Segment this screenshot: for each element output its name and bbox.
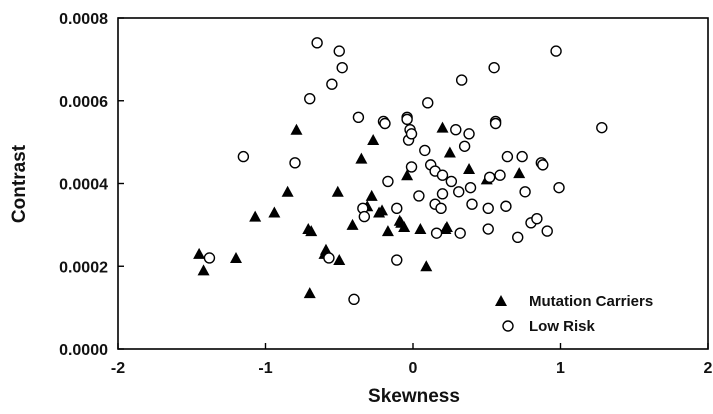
data-point-circle	[323, 252, 335, 264]
data-point-circle	[454, 227, 466, 239]
data-point-circle	[553, 181, 565, 194]
data-point-triangle	[303, 287, 316, 299]
data-point-circle	[430, 227, 443, 239]
data-point-circle	[336, 61, 348, 74]
y-tick-label: 0.0006	[59, 94, 108, 111]
data-point-triangle	[281, 185, 294, 197]
data-point-triangle	[376, 204, 389, 216]
x-tick-label: 0	[409, 360, 418, 377]
data-point-circle	[391, 202, 403, 215]
data-point-triangle	[346, 218, 359, 230]
data-point-triangle	[398, 220, 411, 232]
data-point-circle	[453, 186, 465, 198]
data-point-circle	[484, 171, 496, 183]
legend-label-low-risk: Low Risk	[529, 318, 596, 335]
data-point-circle	[333, 45, 345, 57]
data-point-triangle	[230, 251, 242, 263]
data-point-triangle	[513, 167, 526, 179]
data-point-circle	[500, 200, 512, 212]
data-point-circle	[458, 140, 471, 152]
data-point-circle	[482, 202, 494, 215]
data-point-circle	[382, 175, 394, 188]
x-tick-label: 2	[704, 360, 713, 377]
data-point-triangle	[367, 134, 380, 146]
data-point-circle	[501, 150, 514, 163]
data-point-circle	[326, 78, 338, 90]
data-point-circle	[405, 161, 418, 173]
data-point-circle	[516, 150, 528, 163]
data-point-circle	[391, 254, 403, 266]
data-point-triangle	[249, 210, 262, 222]
legend: Mutation Carriers Low Risk	[495, 293, 653, 335]
data-point-triangle	[193, 247, 206, 259]
data-point-triangle	[365, 189, 378, 201]
data-point-circle	[203, 252, 216, 264]
legend-label-mutation-carriers: Mutation Carriers	[529, 293, 653, 310]
data-point-circle	[358, 210, 371, 223]
data-point-triangle	[268, 206, 281, 218]
axis-ticks: -2 -1 0 1 2 0.0000 0.0002 0.0004 0.0006 0.0008	[59, 11, 712, 377]
y-tick-label: 0.0008	[59, 11, 108, 28]
data-point-circle	[519, 186, 531, 198]
data-point-circle	[466, 198, 478, 210]
data-point-circle	[450, 124, 462, 136]
data-point-circle	[541, 225, 553, 237]
data-point-triangle	[401, 169, 414, 181]
data-point-triangle	[463, 163, 476, 175]
data-points	[193, 37, 608, 306]
data-point-circle	[379, 117, 391, 130]
data-point-triangle	[420, 260, 433, 272]
data-point-triangle	[355, 152, 368, 164]
data-point-triangle	[436, 121, 449, 133]
legend-triangle-marker	[495, 295, 507, 306]
data-point-circle	[464, 181, 477, 194]
data-point-triangle	[197, 264, 210, 276]
data-point-triangle	[290, 123, 303, 135]
data-point-circle	[445, 175, 458, 188]
data-point-triangle	[305, 225, 318, 237]
data-point-circle	[419, 144, 431, 157]
data-point-circle	[488, 61, 500, 74]
data-point-circle	[405, 128, 418, 140]
x-tick-label: -2	[111, 360, 125, 377]
data-point-circle	[401, 113, 413, 126]
data-point-circle	[352, 111, 365, 124]
y-tick-label: 0.0002	[59, 259, 108, 276]
data-point-circle	[494, 169, 506, 181]
data-point-circle	[289, 157, 301, 169]
data-point-circle	[550, 45, 562, 57]
y-tick-label: 0.0004	[59, 177, 108, 194]
data-point-circle	[596, 121, 608, 134]
data-point-circle	[348, 293, 360, 306]
data-point-circle	[413, 190, 425, 202]
y-tick-label: 0.0000	[59, 342, 108, 359]
data-point-circle	[237, 150, 250, 163]
data-point-circle	[311, 37, 323, 49]
data-point-circle	[455, 74, 468, 86]
data-point-circle	[436, 188, 449, 200]
data-point-triangle	[381, 225, 394, 237]
data-point-triangle	[440, 220, 453, 232]
data-point-triangle	[333, 254, 346, 266]
data-point-circle	[435, 202, 447, 215]
data-point-circle	[436, 169, 449, 181]
data-point-triangle	[331, 185, 344, 197]
data-point-circle	[463, 128, 475, 140]
data-point-circle	[489, 117, 502, 130]
data-point-circle	[304, 92, 316, 105]
x-axis-title: Skewness	[368, 386, 460, 407]
x-tick-label: -1	[258, 360, 272, 377]
data-point-triangle	[414, 223, 427, 235]
data-point-circle	[537, 159, 549, 171]
y-axis-title: Contrast	[9, 144, 30, 223]
data-point-triangle	[443, 146, 456, 158]
x-tick-label: 1	[556, 360, 565, 377]
data-point-circle	[512, 231, 524, 243]
data-point-circle	[422, 97, 434, 109]
data-point-circle	[531, 212, 543, 225]
legend-circle-marker	[502, 320, 514, 332]
data-point-circle	[482, 223, 494, 235]
